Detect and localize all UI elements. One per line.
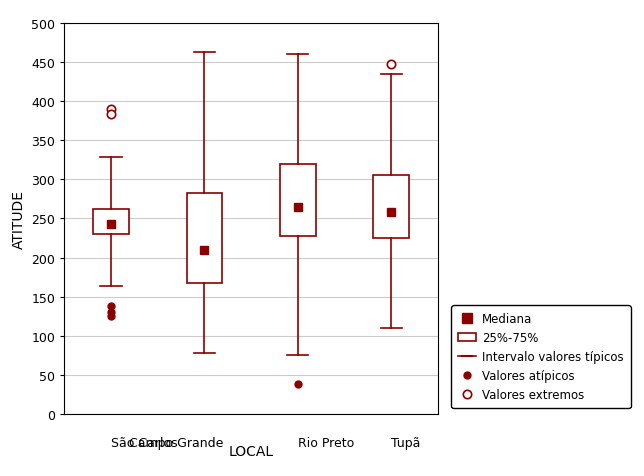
Bar — [93, 209, 129, 235]
Text: Campo Grande: Campo Grande — [129, 436, 223, 448]
Bar — [187, 193, 222, 283]
X-axis label: LOCAL: LOCAL — [229, 444, 274, 458]
Y-axis label: ATITUDE: ATITUDE — [12, 189, 26, 248]
Bar — [374, 176, 409, 238]
Bar — [280, 164, 316, 236]
Text: Tupã: Tupã — [392, 436, 421, 448]
Text: São Carlos: São Carlos — [111, 436, 178, 448]
Text: Rio Preto: Rio Preto — [298, 436, 354, 448]
Legend: Mediana, 25%-75%, Intervalo valores típicos, Valores atípicos, Valores extremos: Mediana, 25%-75%, Intervalo valores típi… — [451, 306, 630, 408]
